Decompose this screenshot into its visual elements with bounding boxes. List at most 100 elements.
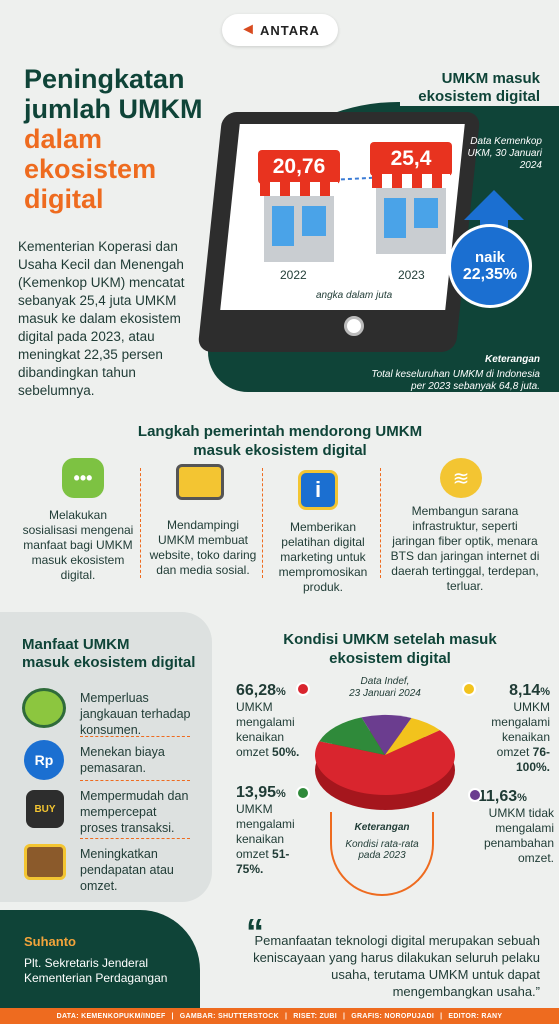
step-text-3: Memberikan pelatihan digital marketing u… <box>278 520 368 594</box>
pie-dot-51-75 <box>296 786 310 800</box>
pie-dot-76-100 <box>462 682 476 696</box>
wifi-icon: ≋ <box>440 458 482 498</box>
footer-credits: DATA: KEMENKOPUKM/INDEF | GAMBAR: SHUTTER… <box>0 1008 559 1024</box>
headline-line-3: dalam <box>24 124 103 154</box>
tablet-note-text: Total keseluruhan UMKM di Indonesia per … <box>371 369 540 392</box>
footer-riset: RISET: ZUBI <box>293 1012 338 1020</box>
benefit-text-1: Memperluas jangkauan terhadap konsumen. <box>80 691 191 737</box>
benefit-text-4: Meningkatkan pendapatan atau omzet. <box>80 847 174 893</box>
growth-line <box>291 175 407 183</box>
pie-unit-51-75: % <box>276 788 286 800</box>
footer-data: DATA: KEMENKOPUKM/INDEF <box>56 1012 166 1020</box>
store-awning-2023 <box>372 174 450 188</box>
pie-dot-50 <box>296 682 310 696</box>
headline-line-1: Peningkatan <box>24 64 185 94</box>
step-text-2: Mendampingi UMKM membuat website, toko d… <box>149 518 257 577</box>
benefits-title: Manfaat UMKM masuk ekosistem digital <box>22 636 212 672</box>
increase-value: 22,35% <box>462 265 518 283</box>
pie-slice-50 <box>315 730 455 795</box>
pie-desc-bold-50: 50%. <box>272 745 300 759</box>
antara-logo: ◄ ANTARA <box>222 14 338 46</box>
steps-title-line-1: Langkah pemerintah mendorong UMKM <box>137 423 423 440</box>
footer-gambar: GAMBAR: SHUTTERSTOCK <box>179 1012 279 1020</box>
pie-pct-51-75: 13,95 <box>236 784 277 801</box>
pie-desc-51-75: UMKM mengalami kenaikan omzet <box>236 802 295 861</box>
omzet-pie-chart <box>315 715 455 810</box>
up-arrow-icon <box>464 190 524 250</box>
steps-title-line-2: masuk ekosistem digital <box>193 442 367 459</box>
step-divider-1 <box>140 468 141 578</box>
pie-slice-51-75 <box>319 717 385 755</box>
increase-label: naik <box>474 248 505 266</box>
benefit-divider-2 <box>80 780 190 781</box>
pie-pct-50: 66,28 <box>236 682 277 699</box>
conditions-note: Keterangan Kondisi rata-rata pada 2023 <box>330 812 434 896</box>
quote-panel <box>0 910 200 1008</box>
store-2022: 20,76 <box>258 150 340 262</box>
tablet-source: Data Kemenkop UKM, 30 Januari 2024 <box>467 136 542 171</box>
tablet-title: UMKM masuk ekosistem digital <box>380 70 540 106</box>
pie-pct-76-100: 8,14 <box>509 682 541 699</box>
conditions-note-line-2: pada 2023 <box>358 850 406 861</box>
unit-note: angka dalam juta <box>316 290 393 301</box>
headline-line-5: digital <box>24 184 104 214</box>
pie-dot-none <box>468 788 482 802</box>
year-2023: 2023 <box>398 268 425 282</box>
quote-mark-icon: “ <box>246 911 264 952</box>
store-door-2022 <box>302 206 326 236</box>
conditions-title-line-1: Kondisi UMKM setelah masuk <box>283 631 497 648</box>
footer-editor: EDITOR: RANY <box>448 1012 503 1020</box>
pie-unit-none: % <box>517 792 527 804</box>
quote-role-line-2: Kementerian Perdagangan <box>24 971 168 985</box>
antara-mark-icon: ◄ <box>240 21 256 38</box>
pie-desc-50: UMKM mengalami kenaikan omzet <box>236 700 295 759</box>
footer-grafis: GRAFIS: NOROPUJADI <box>351 1012 435 1020</box>
tablet-title-line-2: ekosistem digital <box>418 88 540 105</box>
pie-label-50: 66,28% UMKM mengalami kenaikan omzet 50%… <box>236 682 320 760</box>
conditions-title: Kondisi UMKM setelah masuk ekosistem dig… <box>250 630 530 668</box>
step-divider-2 <box>262 468 263 578</box>
buy-card-icon: BUY <box>26 790 64 828</box>
pie-label-51-75: 13,95% UMKM mengalami kenaikan omzet 51-… <box>236 784 306 877</box>
store-2023: 25,4 <box>370 142 452 254</box>
tablet-note-title: Keterangan <box>484 354 540 365</box>
tablet-title-line-1: UMKM masuk <box>441 70 540 87</box>
benefits-title-line-1: Manfaat UMKM <box>22 636 130 653</box>
cost-down-icon: Rp <box>24 740 64 780</box>
benefit-divider-1 <box>80 736 190 737</box>
pie-desc-76-100: UMKM mengalami kenaikan omzet <box>491 700 550 759</box>
conditions-source: Data Indef, 23 Januari 2024 <box>340 676 430 700</box>
benefits-title-line-2: masuk ekosistem digital <box>22 654 196 671</box>
logo-text: ANTARA <box>259 22 320 38</box>
quote-text: Pemanfaatan teknologi digital merupakan … <box>253 933 540 999</box>
benefit-divider-3 <box>80 838 190 839</box>
chat-bubble-icon: ••• <box>62 458 104 498</box>
headline-line-4: ekosistem <box>24 154 157 184</box>
conditions-note-title: Keterangan <box>354 822 410 833</box>
store-value-2022: 20,76 <box>258 150 340 184</box>
step-text-1: Melakukan sosialisasi mengenai manfaat b… <box>22 508 134 582</box>
benefit-text-2: Menekan biaya pemasaran. <box>80 745 165 775</box>
conditions-title-line-2: ekosistem digital <box>329 650 451 667</box>
intro-text: Kementerian Koperasi dan Usaha Kecil dan… <box>18 239 185 398</box>
pie-desc-none: UMKM tidak mengalami penambahan omzet. <box>483 806 554 865</box>
pie-slice-76-100 <box>385 717 440 755</box>
increase-badge: naik 22,35% <box>448 224 532 308</box>
step-divider-3 <box>380 468 381 578</box>
year-2022: 2022 <box>280 268 307 282</box>
step-text-4: Membangun sarana infrastruktur, seperti … <box>390 504 540 593</box>
quote-role-line-1: Plt. Sekretaris Jenderal <box>24 956 149 970</box>
pie-label-none: 11,63% UMKM tidak mengalami penambahan o… <box>478 788 554 866</box>
pie-unit-50: % <box>276 686 286 698</box>
pie-unit-76-100: % <box>540 686 550 698</box>
tablet-home-button <box>344 316 364 336</box>
pie-label-76-100: 8,14% UMKM mengalami kenaikan omzet 76-1… <box>470 682 550 775</box>
headline-line-2: jumlah UMKM <box>24 94 203 124</box>
conditions-source-line-2: 23 Januari 2024 <box>349 688 421 699</box>
tablet-note: Keterangan Total keseluruhan UMKM di Ind… <box>360 354 540 393</box>
wallet-icon <box>24 844 66 880</box>
tablet-header-white <box>400 60 559 106</box>
conditions-note-line-1: Kondisi rata-rata <box>345 839 419 850</box>
conditions-source-line-1: Data Indef, <box>360 676 410 687</box>
globe-icon <box>22 688 66 728</box>
